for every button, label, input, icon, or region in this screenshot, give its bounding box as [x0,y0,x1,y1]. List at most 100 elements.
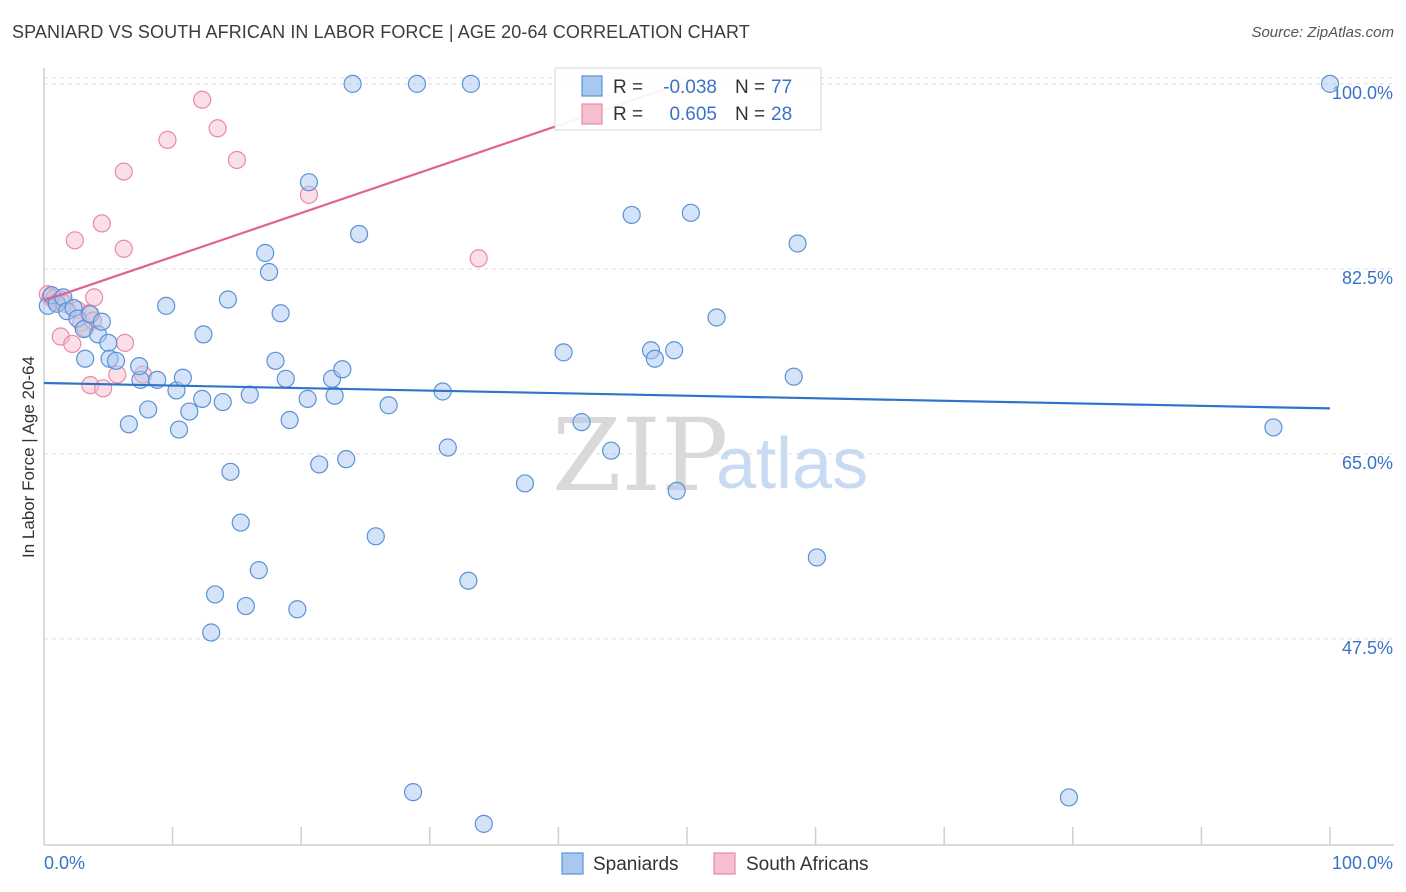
x-tick-label-min: 0.0% [44,853,85,873]
spaniard-point [474,814,493,833]
series-legend: Spaniards South Africans [561,852,869,875]
spaniard-point [788,234,807,253]
spaniards-legend-swatch [561,852,584,875]
r-label: R = [613,104,643,125]
south-african-point [114,162,133,181]
gridlines [44,77,1394,640]
spaniard-point [218,290,237,309]
r-value: -0.038 [663,77,717,98]
spaniard-point [259,262,279,282]
spaniard-point [249,561,268,580]
spaniard-point [236,596,256,616]
spaniard-point [299,173,319,192]
spaniard-point [681,203,700,222]
y-tick-label: 65.0% [1342,453,1393,473]
n-label: N = [735,77,765,98]
south-african-point [469,249,488,268]
spaniard-point [407,74,427,93]
south-african-point [65,231,84,250]
spaniard-point [707,308,726,327]
spaniard-point [325,386,344,405]
spaniard-point [622,205,641,225]
spaniard-point [256,243,275,263]
south-african-point [114,239,133,258]
south-african-point [208,119,227,138]
x-tick-label-max: 100.0% [1332,853,1393,873]
south-african-point [92,214,111,233]
x-axis-ticks [171,827,1331,845]
spaniard-point [194,325,213,344]
spaniard-point [213,392,232,412]
spaniard-point [99,333,118,352]
spaniard-point [276,369,295,388]
spaniard-point [231,513,250,532]
spaniard-point [1320,74,1340,93]
spaniard-point [379,396,398,415]
spaniard-point [193,389,212,408]
spaniards-swatch [581,75,603,97]
spaniard-point [271,304,290,323]
y-tick-label: 82.5% [1342,268,1393,288]
spaniard-point [298,389,317,408]
y-axis-label: In Labor Force | Age 20-64 [19,356,38,558]
spaniards-trend-line [43,381,1331,410]
spaniard-point [139,400,158,419]
south-africans-legend-label: South Africans [746,854,869,875]
source-credit: Source: ZipAtlas.com [1251,24,1394,41]
r-value: 0.605 [669,104,717,125]
spaniard-point [240,385,259,404]
spaniard-point [438,438,457,457]
spaniard-point [602,441,621,460]
spaniard-point [92,312,111,331]
spaniard-point [173,368,192,387]
spaniard-point [266,351,285,370]
spaniard-point [366,527,385,546]
spaniard-point [337,450,356,469]
spaniard-point [343,74,362,93]
n-value: 77 [771,77,792,98]
spaniard-point [310,455,329,474]
south-african-point [94,379,113,398]
y-tick-label: 47.5% [1342,638,1393,658]
spaniard-point [280,410,299,430]
spaniard-point [459,571,478,590]
r-label: R = [613,77,643,98]
spaniard-point [461,74,481,93]
south-african-point [158,130,177,149]
spaniard-point [403,783,423,802]
south-africans-legend-swatch [713,852,736,875]
n-label: N = [735,104,765,125]
spaniard-point [180,402,199,421]
watermark-atlas: atlas [716,424,868,504]
spaniard-point [665,341,684,360]
south-african-point [63,334,82,354]
south-africans-swatch [581,103,603,125]
stats-legend: R = -0.038 N = 77 R = 0.605 N = 28 [554,67,822,131]
spaniard-point [333,360,352,379]
spaniard-point [1059,788,1079,807]
spaniard-point [349,224,369,244]
south-african-point [193,90,212,109]
spaniard-point [554,343,573,362]
spaniard-point [119,415,138,434]
spaniard-point [807,548,826,567]
spaniard-point [288,600,307,619]
spaniard-point [667,481,686,500]
watermark: ZIP atlas [552,397,868,514]
spaniard-point [205,585,225,604]
spaniard-point [130,357,149,376]
spaniard-point [572,413,591,432]
chart-title: SPANIARD VS SOUTH AFRICAN IN LABOR FORCE… [12,22,750,42]
south-african-point [227,150,246,170]
spaniard-point [515,474,535,493]
spaniard-point [784,367,803,386]
axes [43,68,1394,846]
south-african-point [115,333,135,352]
spaniard-point [202,623,221,642]
y-tick-label: 100.0% [1332,83,1393,103]
south-african-point [85,288,104,307]
spaniard-point [1264,418,1283,437]
spaniard-point [169,420,189,439]
spaniard-point [157,296,176,315]
